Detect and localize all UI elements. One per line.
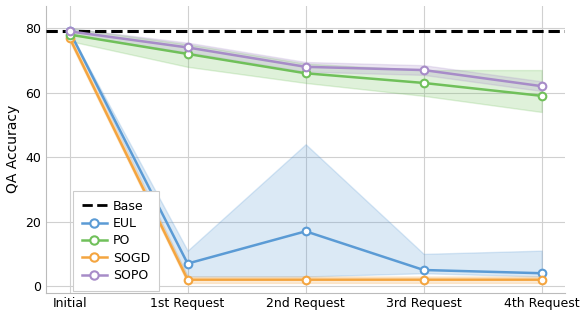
Y-axis label: QA Accuracy: QA Accuracy bbox=[5, 105, 19, 193]
Legend: Base, EUL, PO, SOGD, SOPO: Base, EUL, PO, SOGD, SOPO bbox=[73, 191, 159, 291]
